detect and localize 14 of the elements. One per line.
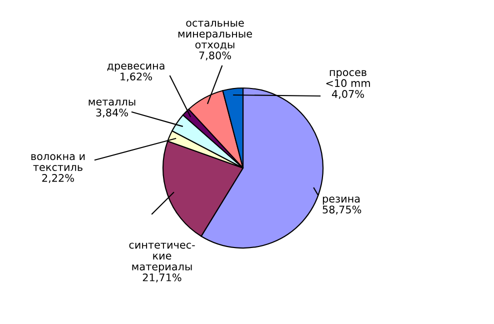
data-label: 58,75% bbox=[322, 206, 362, 215]
slice-label: просев <10 mm bbox=[326, 70, 370, 88]
data-label: 1,62% bbox=[120, 72, 152, 82]
data-label: 7,80% bbox=[199, 51, 231, 60]
slice-label: резина bbox=[322, 196, 360, 205]
slice-label: синтетичес- кие материалы bbox=[129, 242, 195, 272]
slice-label: остальные минеральные отходы bbox=[178, 20, 252, 50]
slice-label: древесина bbox=[107, 64, 164, 72]
slice-label: металлы bbox=[88, 100, 136, 106]
data-label: 4,07% bbox=[332, 90, 364, 99]
data-label: 2,22% bbox=[42, 174, 74, 183]
slice-label: волокна и текстиль bbox=[31, 154, 85, 172]
data-label: 21,71% bbox=[142, 273, 182, 282]
data-label: 3,84% bbox=[96, 108, 128, 118]
